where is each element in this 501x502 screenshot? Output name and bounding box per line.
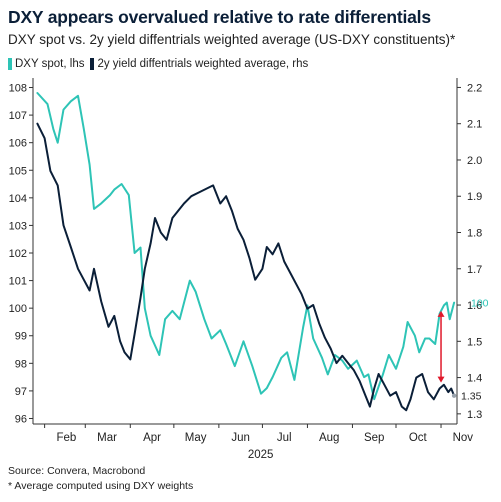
y-right-tick-label: 1.7 (467, 264, 482, 276)
y-right-tick-label: 1.9 (467, 191, 482, 203)
series-line-dxy (36, 92, 456, 401)
y-left-tick-label: 105 (9, 165, 27, 177)
y-left-tick-label: 96 (15, 413, 27, 425)
y-right-tick-label: 1.3 (467, 409, 482, 421)
legend: DXY spot, lhs 2y yield diffentrials weig… (8, 58, 310, 70)
gap-arrow-head-bottom (437, 376, 445, 383)
y-left-tick-label: 100 (9, 303, 27, 315)
x-tick-label: Feb (56, 432, 76, 444)
y-right-tick-label: 1.4 (467, 373, 482, 385)
y-left-tick-label: 101 (9, 276, 27, 288)
chart-title: DXY appears overvalued relative to rate … (8, 7, 431, 27)
y-left-tick-label: 102 (9, 248, 27, 260)
footnote: * Average computed using DXY weights (8, 480, 194, 492)
y-right-tick-label: 1.8 (467, 228, 482, 240)
x-tick-label: Jul (277, 432, 292, 444)
gap-arrow-head-top (437, 310, 445, 317)
y-left-tick-label: 107 (9, 110, 27, 122)
series-end-label-dxy: 100 (471, 298, 489, 310)
legend-swatch-dxy (8, 58, 12, 70)
y-right-tick-label: 2.2 (467, 82, 482, 94)
legend-swatch-yield (90, 58, 95, 70)
y-right-tick-label: 1.6 (467, 300, 482, 312)
y-left-tick-label: 108 (9, 83, 27, 95)
legend-item-dxy: DXY spot, lhs (8, 58, 84, 70)
y-right-tick-label: 2.1 (467, 119, 482, 131)
x-tick-label: May (185, 432, 207, 444)
y-left-tick-label: 97 (15, 386, 27, 398)
x-tick-label: Mar (97, 432, 117, 444)
y-right-tick-label: 2.0 (467, 155, 482, 167)
legend-label-dxy: DXY spot, lhs (15, 58, 85, 70)
x-tick-label: Aug (319, 432, 339, 444)
y-left-tick-label: 99 (15, 331, 27, 343)
source-note: Source: Convera, Macrobond (8, 465, 146, 477)
x-tick-label: Apr (143, 432, 161, 444)
x-tick-label: Oct (409, 432, 428, 444)
series-end-label-yield: 1.35 (461, 391, 482, 403)
y-right-tick-label: 1.5 (467, 336, 482, 348)
legend-label-yield: 2y yield diffentrials weighted average, … (97, 58, 309, 70)
y-left-tick-label: 98 (15, 358, 27, 370)
y-left-tick-label: 103 (9, 220, 27, 232)
y-left-tick-label: 106 (9, 138, 27, 150)
x-tick-label: Nov (453, 432, 474, 444)
series-end-marker-yield (451, 393, 457, 398)
x-tick-label: Sep (364, 432, 384, 444)
y-left-tick-label: 104 (9, 193, 27, 205)
chart-subtitle: DXY spot vs. 2y yield diffentrials weigh… (8, 32, 456, 47)
series-line-yield (36, 122, 456, 412)
x-axis-label: 2025 (248, 449, 274, 461)
legend-item-yield: 2y yield diffentrials weighted average, … (90, 58, 308, 70)
x-tick-label: Jun (231, 432, 250, 444)
